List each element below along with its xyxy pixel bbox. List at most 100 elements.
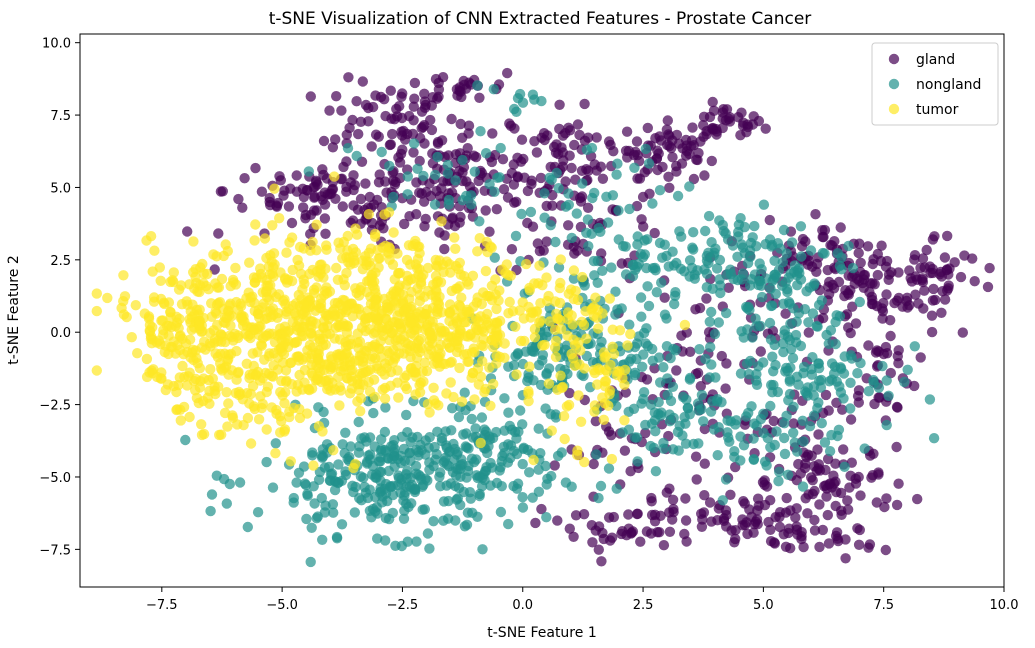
point-gland bbox=[395, 148, 407, 160]
point-tumor bbox=[215, 348, 226, 360]
point-gland bbox=[823, 538, 835, 549]
point-gland bbox=[250, 162, 261, 174]
point-nongland bbox=[679, 411, 690, 423]
point-tumor bbox=[232, 419, 243, 430]
point-gland bbox=[718, 104, 729, 115]
point-gland bbox=[587, 537, 598, 548]
point-gland bbox=[764, 214, 775, 226]
point-gland bbox=[917, 253, 929, 264]
point-nongland bbox=[751, 369, 762, 380]
point-gland bbox=[687, 122, 698, 133]
point-tumor bbox=[262, 280, 274, 291]
point-nongland bbox=[306, 522, 317, 533]
point-gland bbox=[854, 238, 865, 249]
point-nongland bbox=[647, 198, 658, 209]
point-nongland bbox=[748, 454, 759, 465]
x-tick-label: −2.5 bbox=[387, 598, 419, 613]
point-nongland bbox=[770, 288, 781, 300]
point-tumor bbox=[572, 294, 584, 306]
point-nongland bbox=[748, 433, 759, 444]
point-nongland bbox=[560, 201, 572, 212]
point-gland bbox=[641, 526, 653, 537]
point-tumor bbox=[364, 324, 375, 335]
point-gland bbox=[621, 530, 632, 541]
point-nongland bbox=[354, 493, 365, 504]
y-axis-label: t-SNE Feature 2 bbox=[6, 255, 22, 364]
point-nongland bbox=[511, 106, 522, 118]
point-tumor bbox=[574, 359, 585, 370]
point-tumor bbox=[294, 241, 306, 253]
point-gland bbox=[291, 170, 302, 181]
point-nongland bbox=[713, 422, 724, 433]
point-tumor bbox=[149, 245, 160, 256]
point-tumor bbox=[319, 375, 331, 387]
point-gland bbox=[664, 526, 676, 537]
point-nongland bbox=[758, 199, 770, 210]
point-gland bbox=[711, 129, 722, 140]
point-gland bbox=[872, 248, 883, 260]
point-nongland bbox=[714, 215, 725, 226]
point-gland bbox=[853, 539, 865, 550]
point-tumor bbox=[420, 324, 431, 335]
point-gland bbox=[881, 289, 892, 300]
point-gland bbox=[569, 139, 580, 151]
point-tumor bbox=[444, 315, 455, 327]
point-gland bbox=[748, 111, 759, 122]
point-gland bbox=[283, 201, 295, 212]
point-tumor bbox=[478, 341, 489, 352]
point-nongland bbox=[301, 513, 312, 525]
point-nongland bbox=[714, 254, 726, 266]
point-nongland bbox=[781, 410, 792, 421]
point-tumor bbox=[589, 406, 600, 417]
point-tumor bbox=[399, 331, 410, 342]
point-tumor bbox=[523, 395, 534, 407]
point-tumor bbox=[176, 280, 187, 291]
point-tumor bbox=[406, 340, 417, 351]
point-gland bbox=[374, 169, 385, 180]
point-gland bbox=[957, 327, 968, 338]
point-tumor bbox=[578, 319, 590, 331]
point-nongland bbox=[411, 536, 422, 547]
point-nongland bbox=[221, 498, 232, 509]
point-tumor bbox=[244, 257, 255, 268]
point-tumor bbox=[206, 298, 217, 309]
point-gland bbox=[720, 383, 731, 394]
point-nongland bbox=[707, 396, 718, 407]
point-gland bbox=[353, 128, 364, 140]
point-gland bbox=[721, 509, 732, 521]
point-nongland bbox=[475, 126, 486, 137]
point-gland bbox=[438, 176, 449, 187]
point-nongland bbox=[771, 426, 782, 437]
point-nongland bbox=[566, 232, 577, 244]
point-gland bbox=[676, 158, 688, 169]
point-nongland bbox=[816, 295, 828, 306]
point-nongland bbox=[252, 507, 264, 518]
point-gland bbox=[817, 524, 828, 536]
point-nongland bbox=[753, 279, 764, 291]
point-gland bbox=[297, 183, 308, 194]
point-tumor bbox=[463, 331, 474, 342]
point-nongland bbox=[455, 460, 466, 471]
point-tumor bbox=[321, 244, 332, 255]
point-gland bbox=[640, 427, 651, 439]
point-nongland bbox=[730, 419, 741, 430]
point-nongland bbox=[302, 490, 313, 501]
point-gland bbox=[810, 209, 821, 220]
point-gland bbox=[925, 267, 936, 279]
point-gland bbox=[721, 521, 732, 532]
point-tumor bbox=[530, 306, 541, 317]
point-gland bbox=[331, 91, 342, 102]
point-tumor bbox=[282, 274, 294, 285]
point-tumor bbox=[534, 260, 545, 271]
point-gland bbox=[426, 124, 438, 136]
point-gland bbox=[427, 92, 438, 103]
point-nongland bbox=[735, 431, 746, 442]
point-tumor bbox=[397, 296, 409, 307]
point-gland bbox=[862, 241, 874, 252]
point-nongland bbox=[412, 163, 423, 174]
point-nongland bbox=[450, 515, 461, 526]
point-tumor bbox=[611, 369, 623, 381]
point-gland bbox=[915, 352, 926, 363]
point-gland bbox=[516, 134, 528, 145]
point-nongland bbox=[631, 432, 643, 443]
